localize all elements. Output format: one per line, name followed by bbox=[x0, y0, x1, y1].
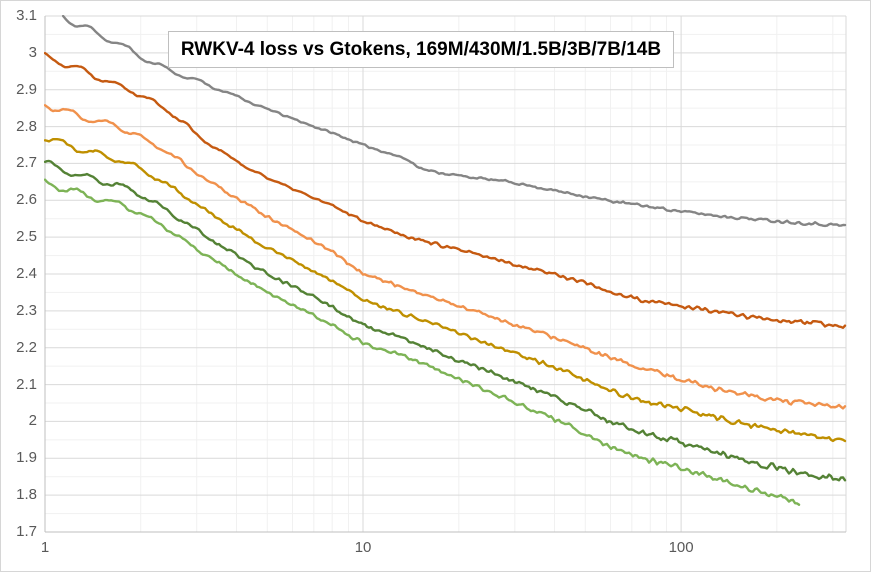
y-tick-label: 2.4 bbox=[16, 265, 37, 282]
series-line-7B bbox=[44, 159, 847, 482]
y-tick-label: 2.2 bbox=[16, 338, 37, 356]
y-tick-label: 3 bbox=[28, 43, 37, 61]
chart-title: RWKV-4 loss vs Gtokens, 169M/430M/1.5B/3… bbox=[168, 31, 674, 68]
series-line-14B bbox=[44, 178, 801, 506]
x-tick-label: 10 bbox=[354, 539, 372, 556]
gridlines-horizontal-minor bbox=[45, 33, 846, 515]
series-line-430M bbox=[44, 51, 847, 329]
y-tick-label: 2.8 bbox=[16, 117, 37, 135]
y-tick-label: 1.8 bbox=[16, 486, 37, 504]
series-line-1.5B bbox=[44, 104, 847, 410]
y-tick-label: 2.7 bbox=[16, 154, 37, 172]
x-tick-label: 100 bbox=[668, 539, 694, 556]
y-tick-label: 1.7 bbox=[16, 523, 37, 540]
y-tick-label: 2.3 bbox=[16, 301, 37, 319]
y-tick-label: 2.1 bbox=[16, 375, 37, 393]
y-tick-label: 1.9 bbox=[16, 449, 37, 467]
series-line-3B bbox=[44, 137, 847, 443]
y-tick-label: 3.1 bbox=[16, 7, 37, 24]
series-line-169M bbox=[61, 15, 847, 228]
y-tick-label: 2 bbox=[28, 412, 37, 430]
y-tick-label: 2.5 bbox=[16, 228, 37, 246]
y-tick-label: 2.6 bbox=[16, 191, 37, 209]
x-tick-label: 1 bbox=[40, 539, 50, 556]
y-tick-label: 2.9 bbox=[16, 80, 37, 98]
